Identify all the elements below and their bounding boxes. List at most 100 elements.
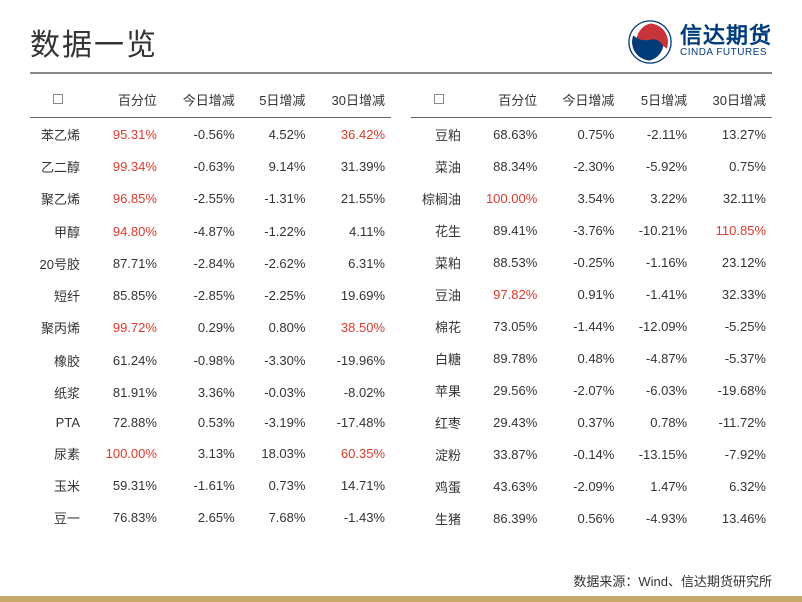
cell-percentile: 100.00% bbox=[86, 437, 163, 469]
cell-percentile: 94.80% bbox=[86, 215, 163, 247]
data-source-footer: 数据来源：Wind、信达期货研究所 bbox=[573, 571, 772, 590]
row-name: 乙二醇 bbox=[30, 150, 86, 182]
table-row: 菜粕88.53%-0.25%-1.16%23.12% bbox=[411, 246, 772, 278]
cell-30d-change: 6.31% bbox=[311, 247, 391, 279]
cell-today-change: 0.37% bbox=[543, 406, 620, 438]
table-row: 橡胶61.24%-0.98%-3.30%-19.96% bbox=[30, 344, 391, 376]
row-name: 纸浆 bbox=[30, 376, 86, 408]
table-row: 苯乙烯95.31%-0.56%4.52%36.42% bbox=[30, 118, 391, 151]
cell-30d-change: -11.72% bbox=[693, 406, 772, 438]
table-row: 聚乙烯96.85%-2.55%-1.31%21.55% bbox=[30, 183, 391, 215]
cell-percentile: 100.00% bbox=[467, 182, 543, 214]
cell-30d-change: 110.85% bbox=[693, 214, 772, 246]
cell-5d-change: 18.03% bbox=[241, 437, 312, 469]
column-header bbox=[30, 86, 86, 118]
cell-30d-change: 21.55% bbox=[311, 183, 391, 215]
table-row: 生猪86.39%0.56%-4.93%13.46% bbox=[411, 502, 772, 534]
cell-30d-change: -19.68% bbox=[693, 374, 772, 406]
cell-5d-change: -6.03% bbox=[620, 374, 693, 406]
table-row: 豆粕68.63%0.75%-2.11%13.27% bbox=[411, 118, 772, 151]
cell-percentile: 81.91% bbox=[86, 376, 163, 408]
cell-5d-change: -2.25% bbox=[241, 280, 312, 312]
column-header: 30日增减 bbox=[311, 86, 391, 118]
cell-today-change: -3.76% bbox=[543, 214, 620, 246]
cell-5d-change: 4.52% bbox=[241, 118, 312, 151]
cell-percentile: 89.41% bbox=[467, 214, 543, 246]
cell-5d-change: -4.87% bbox=[620, 342, 693, 374]
cell-today-change: -1.44% bbox=[543, 310, 620, 342]
table-row: 短纤85.85%-2.85%-2.25%19.69% bbox=[30, 280, 391, 312]
cell-30d-change: 4.11% bbox=[311, 215, 391, 247]
cell-30d-change: -17.48% bbox=[311, 409, 391, 437]
cell-today-change: -2.09% bbox=[543, 470, 620, 502]
row-name: 20号胶 bbox=[30, 247, 86, 279]
cell-today-change: -4.87% bbox=[163, 215, 241, 247]
cell-5d-change: 0.78% bbox=[620, 406, 693, 438]
column-header: 5日增减 bbox=[620, 86, 693, 118]
logo-text: 信达期货 CINDA FUTURES bbox=[680, 25, 772, 59]
cell-30d-change: -5.25% bbox=[693, 310, 772, 342]
row-name: 豆一 bbox=[30, 502, 86, 534]
cell-5d-change: -0.03% bbox=[241, 376, 312, 408]
column-header: 今日增减 bbox=[543, 86, 620, 118]
table-row: PTA72.88%0.53%-3.19%-17.48% bbox=[30, 409, 391, 437]
table-row: 菜油88.34%-2.30%-5.92%0.75% bbox=[411, 150, 772, 182]
table-row: 苹果29.56%-2.07%-6.03%-19.68% bbox=[411, 374, 772, 406]
row-name: 豆粕 bbox=[411, 118, 467, 151]
cell-30d-change: 23.12% bbox=[693, 246, 772, 278]
row-name: 聚丙烯 bbox=[30, 312, 86, 344]
cell-today-change: -0.25% bbox=[543, 246, 620, 278]
cell-percentile: 59.31% bbox=[86, 469, 163, 501]
row-name: 棉花 bbox=[411, 310, 467, 342]
row-name: 短纤 bbox=[30, 280, 86, 312]
cell-percentile: 73.05% bbox=[467, 310, 543, 342]
cell-percentile: 29.56% bbox=[467, 374, 543, 406]
cell-percentile: 43.63% bbox=[467, 470, 543, 502]
row-name: 豆油 bbox=[411, 278, 467, 310]
cell-30d-change: -8.02% bbox=[311, 376, 391, 408]
cell-percentile: 99.34% bbox=[86, 150, 163, 182]
table-row: 20号胶87.71%-2.84%-2.62%6.31% bbox=[30, 247, 391, 279]
table-row: 尿素100.00%3.13%18.03%60.35% bbox=[30, 437, 391, 469]
cell-30d-change: 31.39% bbox=[311, 150, 391, 182]
page-container: 数据一览 信达期货 CINDA FUTURES 百分位今日增减5日增减30日增减… bbox=[0, 0, 802, 602]
checkbox-icon bbox=[434, 94, 444, 104]
cell-30d-change: 6.32% bbox=[693, 470, 772, 502]
row-name: 尿素 bbox=[30, 437, 86, 469]
cell-percentile: 76.83% bbox=[86, 502, 163, 534]
cell-percentile: 29.43% bbox=[467, 406, 543, 438]
header-divider bbox=[30, 72, 772, 74]
cell-30d-change: 13.27% bbox=[693, 118, 772, 151]
cell-percentile: 88.53% bbox=[467, 246, 543, 278]
row-name: 苯乙烯 bbox=[30, 118, 86, 151]
table-row: 豆一76.83%2.65%7.68%-1.43% bbox=[30, 502, 391, 534]
cell-percentile: 85.85% bbox=[86, 280, 163, 312]
cell-today-change: 0.53% bbox=[163, 409, 241, 437]
checkbox-icon bbox=[53, 94, 63, 104]
cell-5d-change: -10.21% bbox=[620, 214, 693, 246]
table-row: 聚丙烯99.72%0.29%0.80%38.50% bbox=[30, 312, 391, 344]
column-header: 5日增减 bbox=[241, 86, 312, 118]
table-row: 棉花73.05%-1.44%-12.09%-5.25% bbox=[411, 310, 772, 342]
logo-text-en: CINDA FUTURES bbox=[680, 47, 772, 59]
cell-today-change: 3.36% bbox=[163, 376, 241, 408]
row-name: 棕榈油 bbox=[411, 182, 467, 214]
page-title: 数据一览 bbox=[30, 20, 158, 64]
row-name: 橡胶 bbox=[30, 344, 86, 376]
cell-30d-change: -5.37% bbox=[693, 342, 772, 374]
cell-percentile: 96.85% bbox=[86, 183, 163, 215]
data-table-left: 百分位今日增减5日增减30日增减苯乙烯95.31%-0.56%4.52%36.4… bbox=[30, 86, 391, 534]
cell-today-change: -0.63% bbox=[163, 150, 241, 182]
cell-5d-change: -1.16% bbox=[620, 246, 693, 278]
cell-5d-change: -13.15% bbox=[620, 438, 693, 470]
cell-percentile: 33.87% bbox=[467, 438, 543, 470]
column-header: 百分位 bbox=[467, 86, 543, 118]
cell-5d-change: 3.22% bbox=[620, 182, 693, 214]
table-row: 甲醇94.80%-4.87%-1.22%4.11% bbox=[30, 215, 391, 247]
cell-30d-change: 14.71% bbox=[311, 469, 391, 501]
cell-percentile: 87.71% bbox=[86, 247, 163, 279]
cell-today-change: 2.65% bbox=[163, 502, 241, 534]
row-name: 苹果 bbox=[411, 374, 467, 406]
cell-today-change: -0.14% bbox=[543, 438, 620, 470]
cell-30d-change: 60.35% bbox=[311, 437, 391, 469]
